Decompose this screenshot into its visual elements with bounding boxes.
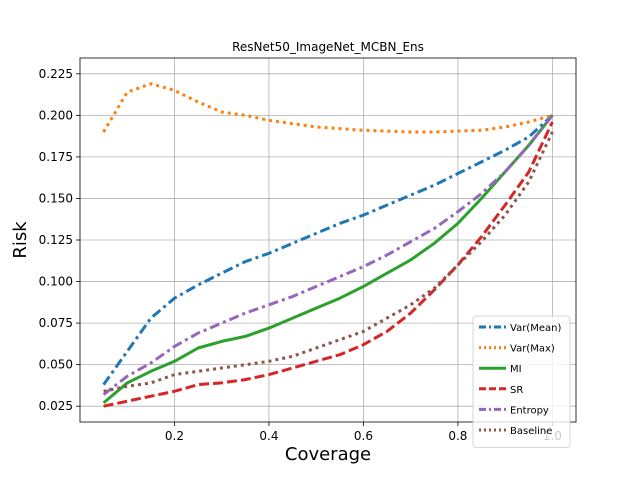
series-line-var-max: [102, 82, 553, 134]
y-tick-label: 0.075: [39, 316, 73, 330]
series-line-baseline: [103, 131, 554, 393]
y-tick-label: 0.050: [39, 358, 73, 372]
x-tick-label: 0.4: [259, 429, 278, 443]
axis-ticks: 0.20.40.60.81.00.0250.0500.0750.1000.125…: [39, 67, 562, 443]
legend: Var(Mean) Var(Max) MI SR Entropy Baseline: [472, 315, 571, 449]
chart-title: ResNet50_ImageNet_MCBN_Ens: [232, 40, 424, 54]
legend-box: [472, 315, 571, 449]
x-axis-label: Coverage: [285, 444, 371, 465]
series-lines: [102, 82, 554, 408]
x-tick-label: 0.8: [448, 429, 467, 443]
x-tick-label: 0.6: [354, 429, 373, 443]
y-tick-label: 0.150: [39, 191, 73, 205]
legend-entry-label: Entropy: [510, 405, 549, 416]
legend-entry-label: SR: [510, 385, 523, 396]
legend-entry-label: Var(Max): [510, 344, 555, 355]
y-tick-label: 0.100: [39, 275, 73, 289]
legend-entry-label: Var(Mean): [510, 323, 561, 334]
legend-entry-label: MI: [510, 364, 522, 375]
series-line-entropy: [102, 114, 554, 396]
y-tick-label: 0.200: [39, 108, 73, 122]
legend-entry-label: Baseline: [510, 426, 552, 437]
y-tick-label: 0.125: [39, 233, 73, 247]
y-tick-label: 0.175: [39, 150, 73, 164]
series-line-mi: [102, 114, 554, 405]
y-tick-label: 0.225: [39, 67, 73, 81]
y-tick-label: 0.025: [39, 399, 73, 413]
grid: [80, 58, 576, 422]
x-tick-label: 0.2: [165, 429, 184, 443]
series-line-sr: [103, 121, 554, 408]
series-line-var-mean: [102, 114, 554, 386]
y-axis-label: Risk: [10, 221, 31, 259]
